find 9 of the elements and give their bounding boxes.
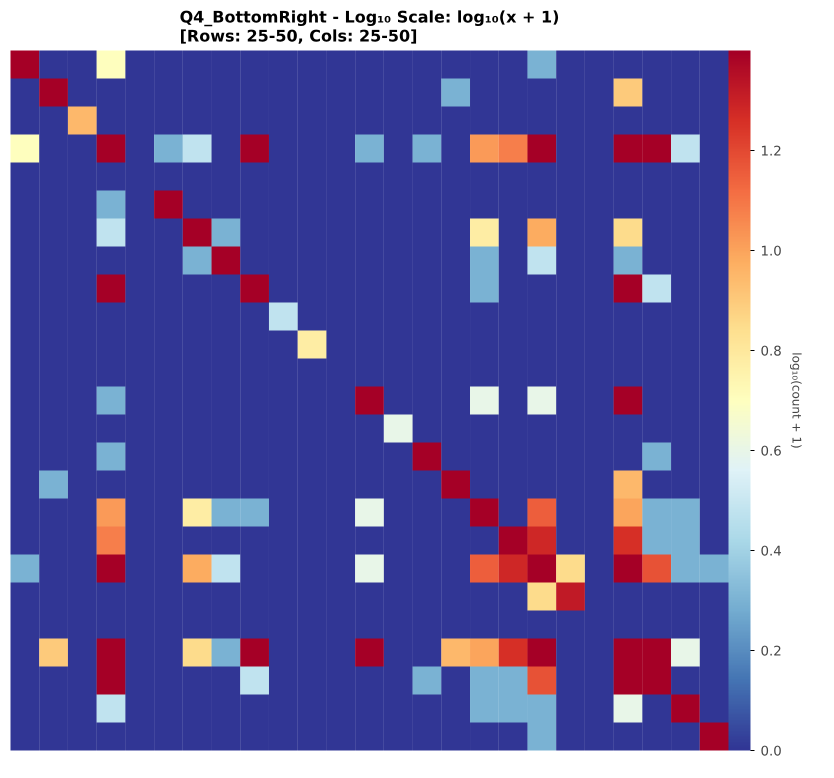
- color-bar-label: 1.0: [760, 244, 782, 260]
- chart-title: Q4_BottomRight - Log₁₀ Scale: log₁₀(x + 1) [Rows: 25-50, Cols: 25-50]: [180, 8, 560, 46]
- color-bar-label: 0.0: [760, 744, 782, 760]
- color-bar-label: 0.8: [760, 344, 782, 360]
- color-bar-label: 0.6: [760, 444, 782, 460]
- color-bar-label: 0.2: [760, 644, 782, 660]
- color-bar-label: 1.2: [760, 144, 782, 160]
- color-bar-title: log₁₀(count + 1): [790, 352, 804, 449]
- color-bar-label: 0.4: [760, 544, 782, 560]
